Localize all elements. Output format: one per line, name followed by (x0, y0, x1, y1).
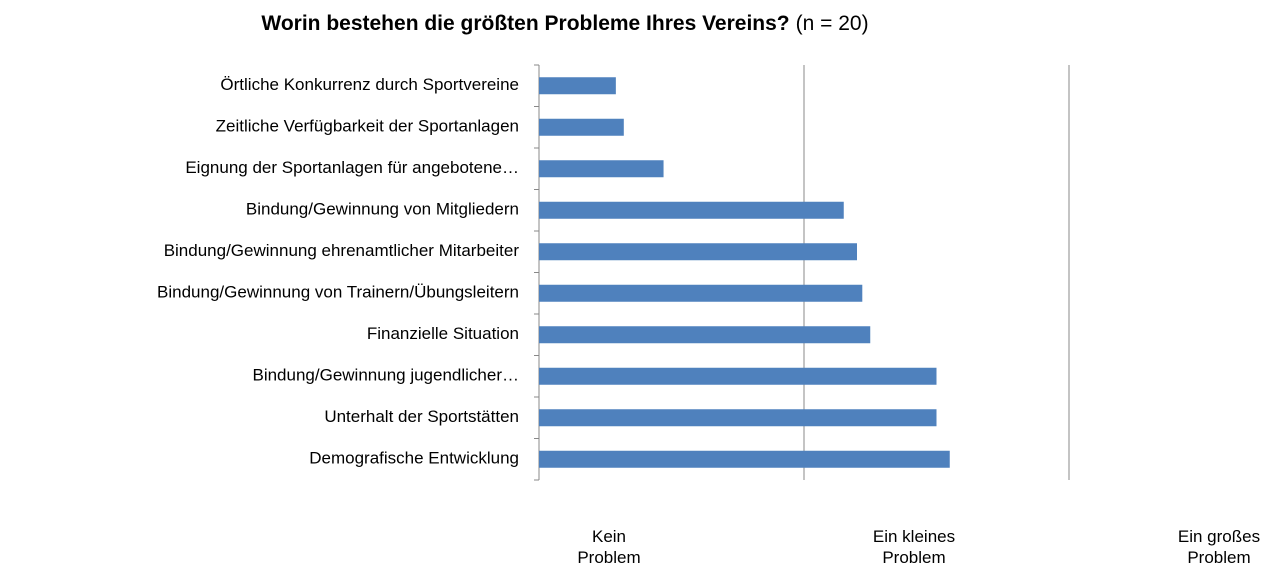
y-tick-label: Bindung/Gewinnung jugendlicher… (252, 366, 519, 385)
y-tick-label: Eignung der Sportanlagen für angebotene… (185, 158, 519, 177)
bar (539, 77, 616, 95)
bar (539, 118, 624, 136)
y-tick-label: Finanzielle Situation (367, 324, 519, 343)
bar (539, 201, 844, 219)
chart-title-group: Worin bestehen die größten Probleme Ihre… (261, 12, 868, 35)
bar (539, 326, 871, 344)
bar (539, 243, 857, 261)
x-tick-label: Kein Problem (577, 527, 641, 567)
y-tick-label: Bindung/Gewinnung von Trainern/Übungslei… (157, 283, 519, 302)
bar (539, 450, 950, 468)
bar (539, 367, 937, 385)
y-tick-label: Bindung/Gewinnung von Mitgliedern (246, 200, 519, 219)
bar (539, 160, 664, 178)
y-tick-label: Zeitliche Verfügbarkeit der Sportanlagen (216, 117, 519, 136)
chart-subtitle: (n = 20) (796, 12, 869, 35)
y-tick-label: Demografische Entwicklung (309, 449, 519, 468)
y-tick-label: Örtliche Konkurrenz durch Sportvereine (220, 75, 519, 94)
bar (539, 409, 937, 427)
x-tick-label: Ein großes Problem (1177, 527, 1261, 567)
x-tick-label: Ein kleines Problem (872, 527, 956, 567)
chart-title: Worin bestehen die größten Probleme Ihre… (261, 12, 789, 35)
bar (539, 284, 863, 302)
y-tick-label: Unterhalt der Sportstätten (324, 407, 519, 426)
y-tick-label: Bindung/Gewinnung ehrenamtlicher Mitarbe… (164, 241, 520, 260)
